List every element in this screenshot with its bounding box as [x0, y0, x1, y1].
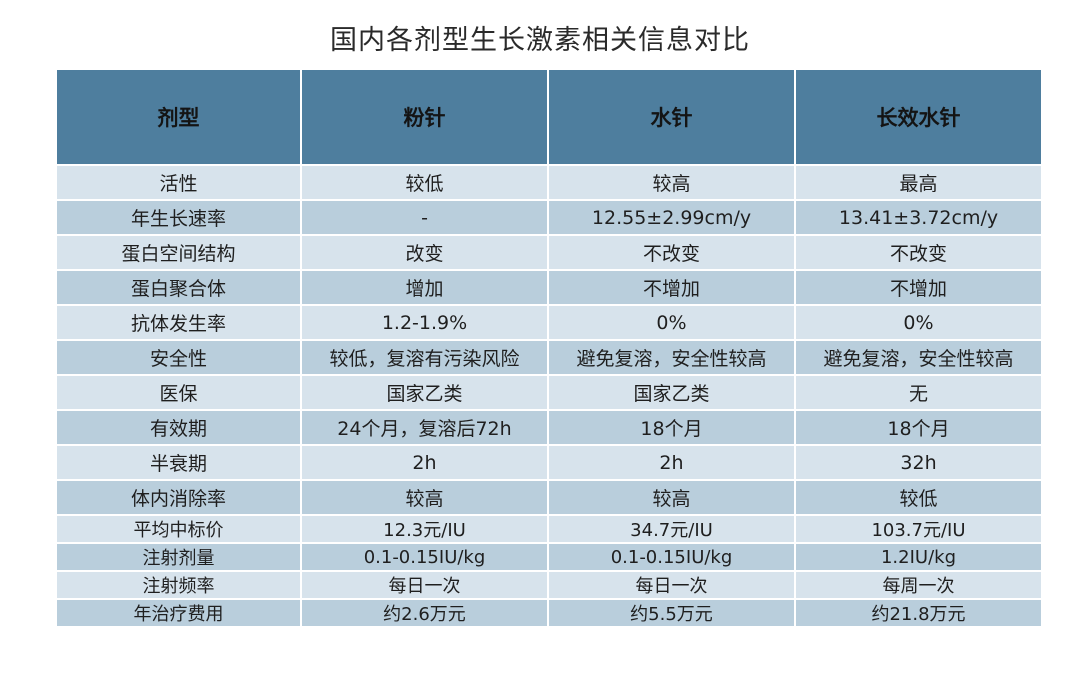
- table-cell: 24个月，复溶后72h: [300, 409, 549, 446]
- header-long-acting-water-injection: 长效水针: [794, 68, 1043, 166]
- table-cell: 约5.5万元: [547, 598, 796, 628]
- table-cell: 2h: [300, 444, 549, 481]
- table-row: 注射剂量 0.1-0.15IU/kg 0.1-0.15IU/kg 1.2IU/k…: [55, 542, 1043, 572]
- table-cell: 18个月: [794, 409, 1043, 446]
- table-cell: 改变: [300, 234, 549, 271]
- header-water-injection: 水针: [547, 68, 796, 166]
- table-cell: 国家乙类: [547, 374, 796, 411]
- table-cell: 13.41±3.72cm/y: [794, 199, 1043, 236]
- page-title: 国内各剂型生长激素相关信息对比: [330, 25, 750, 56]
- table-cell: 0.1-0.15IU/kg: [300, 542, 549, 572]
- table-cell: 最高: [794, 164, 1043, 201]
- table-cell: 34.7元/IU: [547, 514, 796, 544]
- table-row: 蛋白空间结构 改变 不改变 不改变: [55, 234, 1043, 271]
- table-cell: 不增加: [794, 269, 1043, 306]
- table-cell: 0.1-0.15IU/kg: [547, 542, 796, 572]
- table-row: 抗体发生率 1.2-1.9% 0% 0%: [55, 304, 1043, 341]
- table-cell: 约2.6万元: [300, 598, 549, 628]
- table-cell: 较低: [300, 164, 549, 201]
- table-cell: 1.2-1.9%: [300, 304, 549, 341]
- row-label: 注射剂量: [55, 542, 302, 572]
- row-label: 有效期: [55, 409, 302, 446]
- table-row: 半衰期 2h 2h 32h: [55, 444, 1043, 481]
- table-cell: 国家乙类: [300, 374, 549, 411]
- table-cell: 不改变: [794, 234, 1043, 271]
- row-label: 蛋白空间结构: [55, 234, 302, 271]
- row-label: 年生长速率: [55, 199, 302, 236]
- row-label: 安全性: [55, 339, 302, 376]
- header-dosage-form: 剂型: [55, 68, 302, 166]
- table-row: 医保 国家乙类 国家乙类 无: [55, 374, 1043, 411]
- row-label: 医保: [55, 374, 302, 411]
- row-label: 平均中标价: [55, 514, 302, 544]
- row-label: 注射频率: [55, 570, 302, 600]
- table-cell: 2h: [547, 444, 796, 481]
- table-row: 平均中标价 12.3元/IU 34.7元/IU 103.7元/IU: [55, 514, 1043, 544]
- table-row: 注射频率 每日一次 每日一次 每周一次: [55, 570, 1043, 600]
- table-row: 年治疗费用 约2.6万元 约5.5万元 约21.8万元: [55, 598, 1043, 628]
- header-powder-injection: 粉针: [300, 68, 549, 166]
- table-cell: 较高: [300, 479, 549, 516]
- table-cell: 每日一次: [300, 570, 549, 600]
- row-label: 半衰期: [55, 444, 302, 481]
- table-cell: 不改变: [547, 234, 796, 271]
- row-label: 年治疗费用: [55, 598, 302, 628]
- table-cell: 不增加: [547, 269, 796, 306]
- table-cell: 避免复溶，安全性较高: [794, 339, 1043, 376]
- table-cell: 12.3元/IU: [300, 514, 549, 544]
- row-label: 抗体发生率: [55, 304, 302, 341]
- table-row: 年生长速率 - 12.55±2.99cm/y 13.41±3.72cm/y: [55, 199, 1043, 236]
- table-cell: 12.55±2.99cm/y: [547, 199, 796, 236]
- table-row: 活性 较低 较高 最高: [55, 164, 1043, 201]
- table-cell: 避免复溶，安全性较高: [547, 339, 796, 376]
- table-cell: 较高: [547, 164, 796, 201]
- row-label: 体内消除率: [55, 479, 302, 516]
- table-cell: 0%: [547, 304, 796, 341]
- table-cell: -: [300, 199, 549, 236]
- table-header-row: 剂型 粉针 水针 长效水针: [55, 68, 1043, 166]
- table-cell: 无: [794, 374, 1043, 411]
- table-cell: 增加: [300, 269, 549, 306]
- table-cell: 较高: [547, 479, 796, 516]
- table-cell: 每日一次: [547, 570, 796, 600]
- table-cell: 103.7元/IU: [794, 514, 1043, 544]
- table-row: 体内消除率 较高 较高 较低: [55, 479, 1043, 516]
- table-row: 蛋白聚合体 增加 不增加 不增加: [55, 269, 1043, 306]
- table-cell: 1.2IU/kg: [794, 542, 1043, 572]
- row-label: 活性: [55, 164, 302, 201]
- table-row: 安全性 较低，复溶有污染风险 避免复溶，安全性较高 避免复溶，安全性较高: [55, 339, 1043, 376]
- table-row: 有效期 24个月，复溶后72h 18个月 18个月: [55, 409, 1043, 446]
- table-cell: 较低: [794, 479, 1043, 516]
- table-cell: 32h: [794, 444, 1043, 481]
- table-cell: 0%: [794, 304, 1043, 341]
- table-cell: 每周一次: [794, 570, 1043, 600]
- table-cell: 较低，复溶有污染风险: [300, 339, 549, 376]
- table-cell: 18个月: [547, 409, 796, 446]
- comparison-table: 剂型 粉针 水针 长效水针 活性 较低 较高 最高 年生长速率 - 12.55±…: [55, 68, 1043, 628]
- table-cell: 约21.8万元: [794, 598, 1043, 628]
- row-label: 蛋白聚合体: [55, 269, 302, 306]
